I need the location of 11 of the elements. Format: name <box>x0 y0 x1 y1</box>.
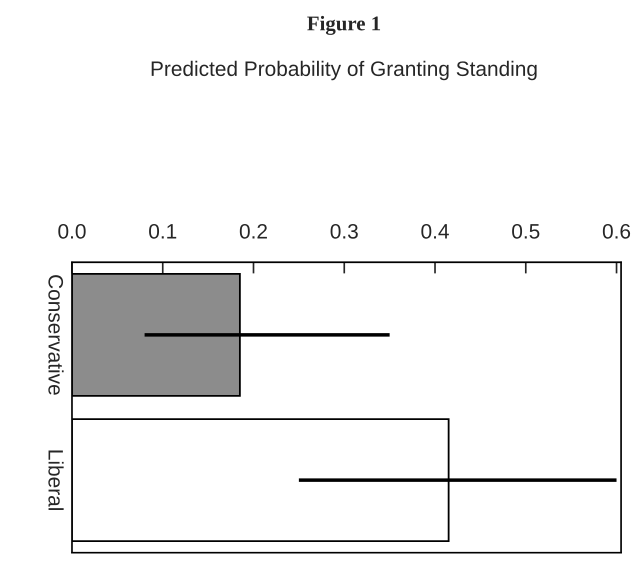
x-tick-label: 0.0 <box>58 224 86 239</box>
y-tick-label: Conservative <box>48 275 64 395</box>
x-tick-label: 0.5 <box>512 224 540 239</box>
x-tick-label: 0.4 <box>421 224 449 239</box>
chart-subtitle: Predicted Probability of Granting Standing <box>152 60 537 80</box>
y-tick-label: Liberal <box>48 450 64 510</box>
chart-title: Figure 1 <box>307 16 380 35</box>
x-tick-label: 0.1 <box>149 224 176 239</box>
x-tick-label: 0.2 <box>240 224 267 239</box>
x-tick-label: 0.6 <box>602 224 630 239</box>
x-tick-label: 0.3 <box>330 224 358 239</box>
